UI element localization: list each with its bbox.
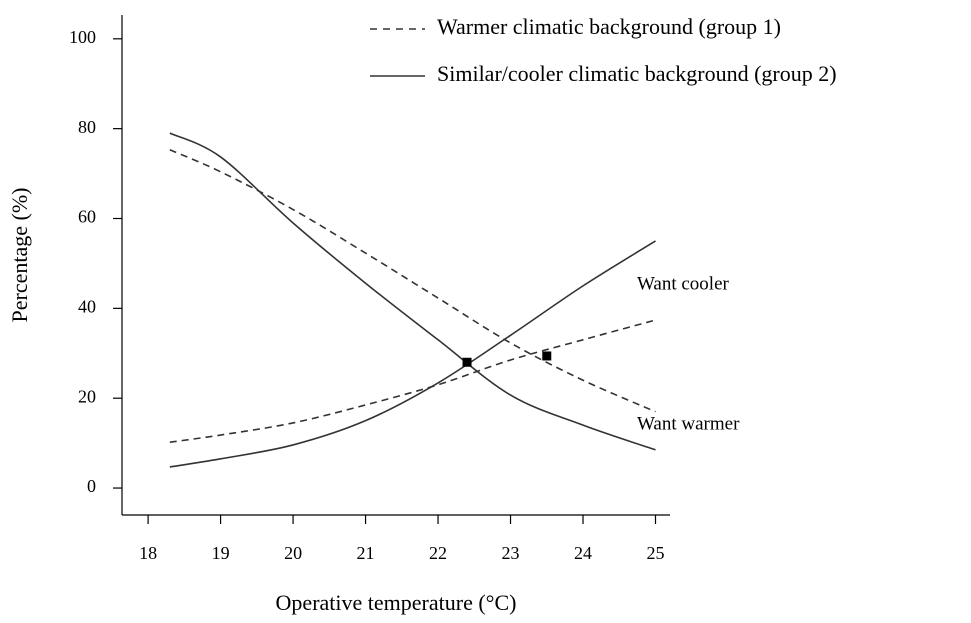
x-tick-label: 19: [212, 543, 230, 563]
annotation: Want cooler: [637, 273, 730, 294]
x-tick-label: 22: [429, 543, 447, 563]
legend-label: Similar/cooler climatic background (grou…: [437, 61, 837, 86]
x-tick-label: 24: [574, 543, 592, 563]
y-tick-label: 100: [69, 27, 96, 47]
x-tick-label: 21: [357, 543, 375, 563]
line-series: [169, 240, 656, 468]
line-series: [169, 319, 656, 444]
x-axis-title: Operative temperature (°C): [276, 590, 517, 615]
annotation: Want warmer: [637, 413, 740, 434]
y-tick-label: 60: [78, 207, 96, 227]
x-tick-label: 18: [139, 543, 157, 563]
y-tick-label: 40: [78, 296, 96, 316]
y-tick-label: 80: [78, 117, 96, 137]
legend-label: Warmer climatic background (group 1): [437, 14, 781, 39]
x-tick-label: 25: [647, 543, 665, 563]
y-tick-label: 0: [87, 476, 96, 496]
marker: [542, 351, 552, 361]
marker: [462, 357, 472, 367]
y-tick-label: 20: [78, 386, 96, 406]
y-axis-title: Percentage (%): [7, 188, 32, 323]
x-tick-label: 20: [284, 543, 302, 563]
x-tick-label: 23: [502, 543, 520, 563]
line-series: [169, 132, 656, 451]
line-series: [169, 149, 656, 413]
